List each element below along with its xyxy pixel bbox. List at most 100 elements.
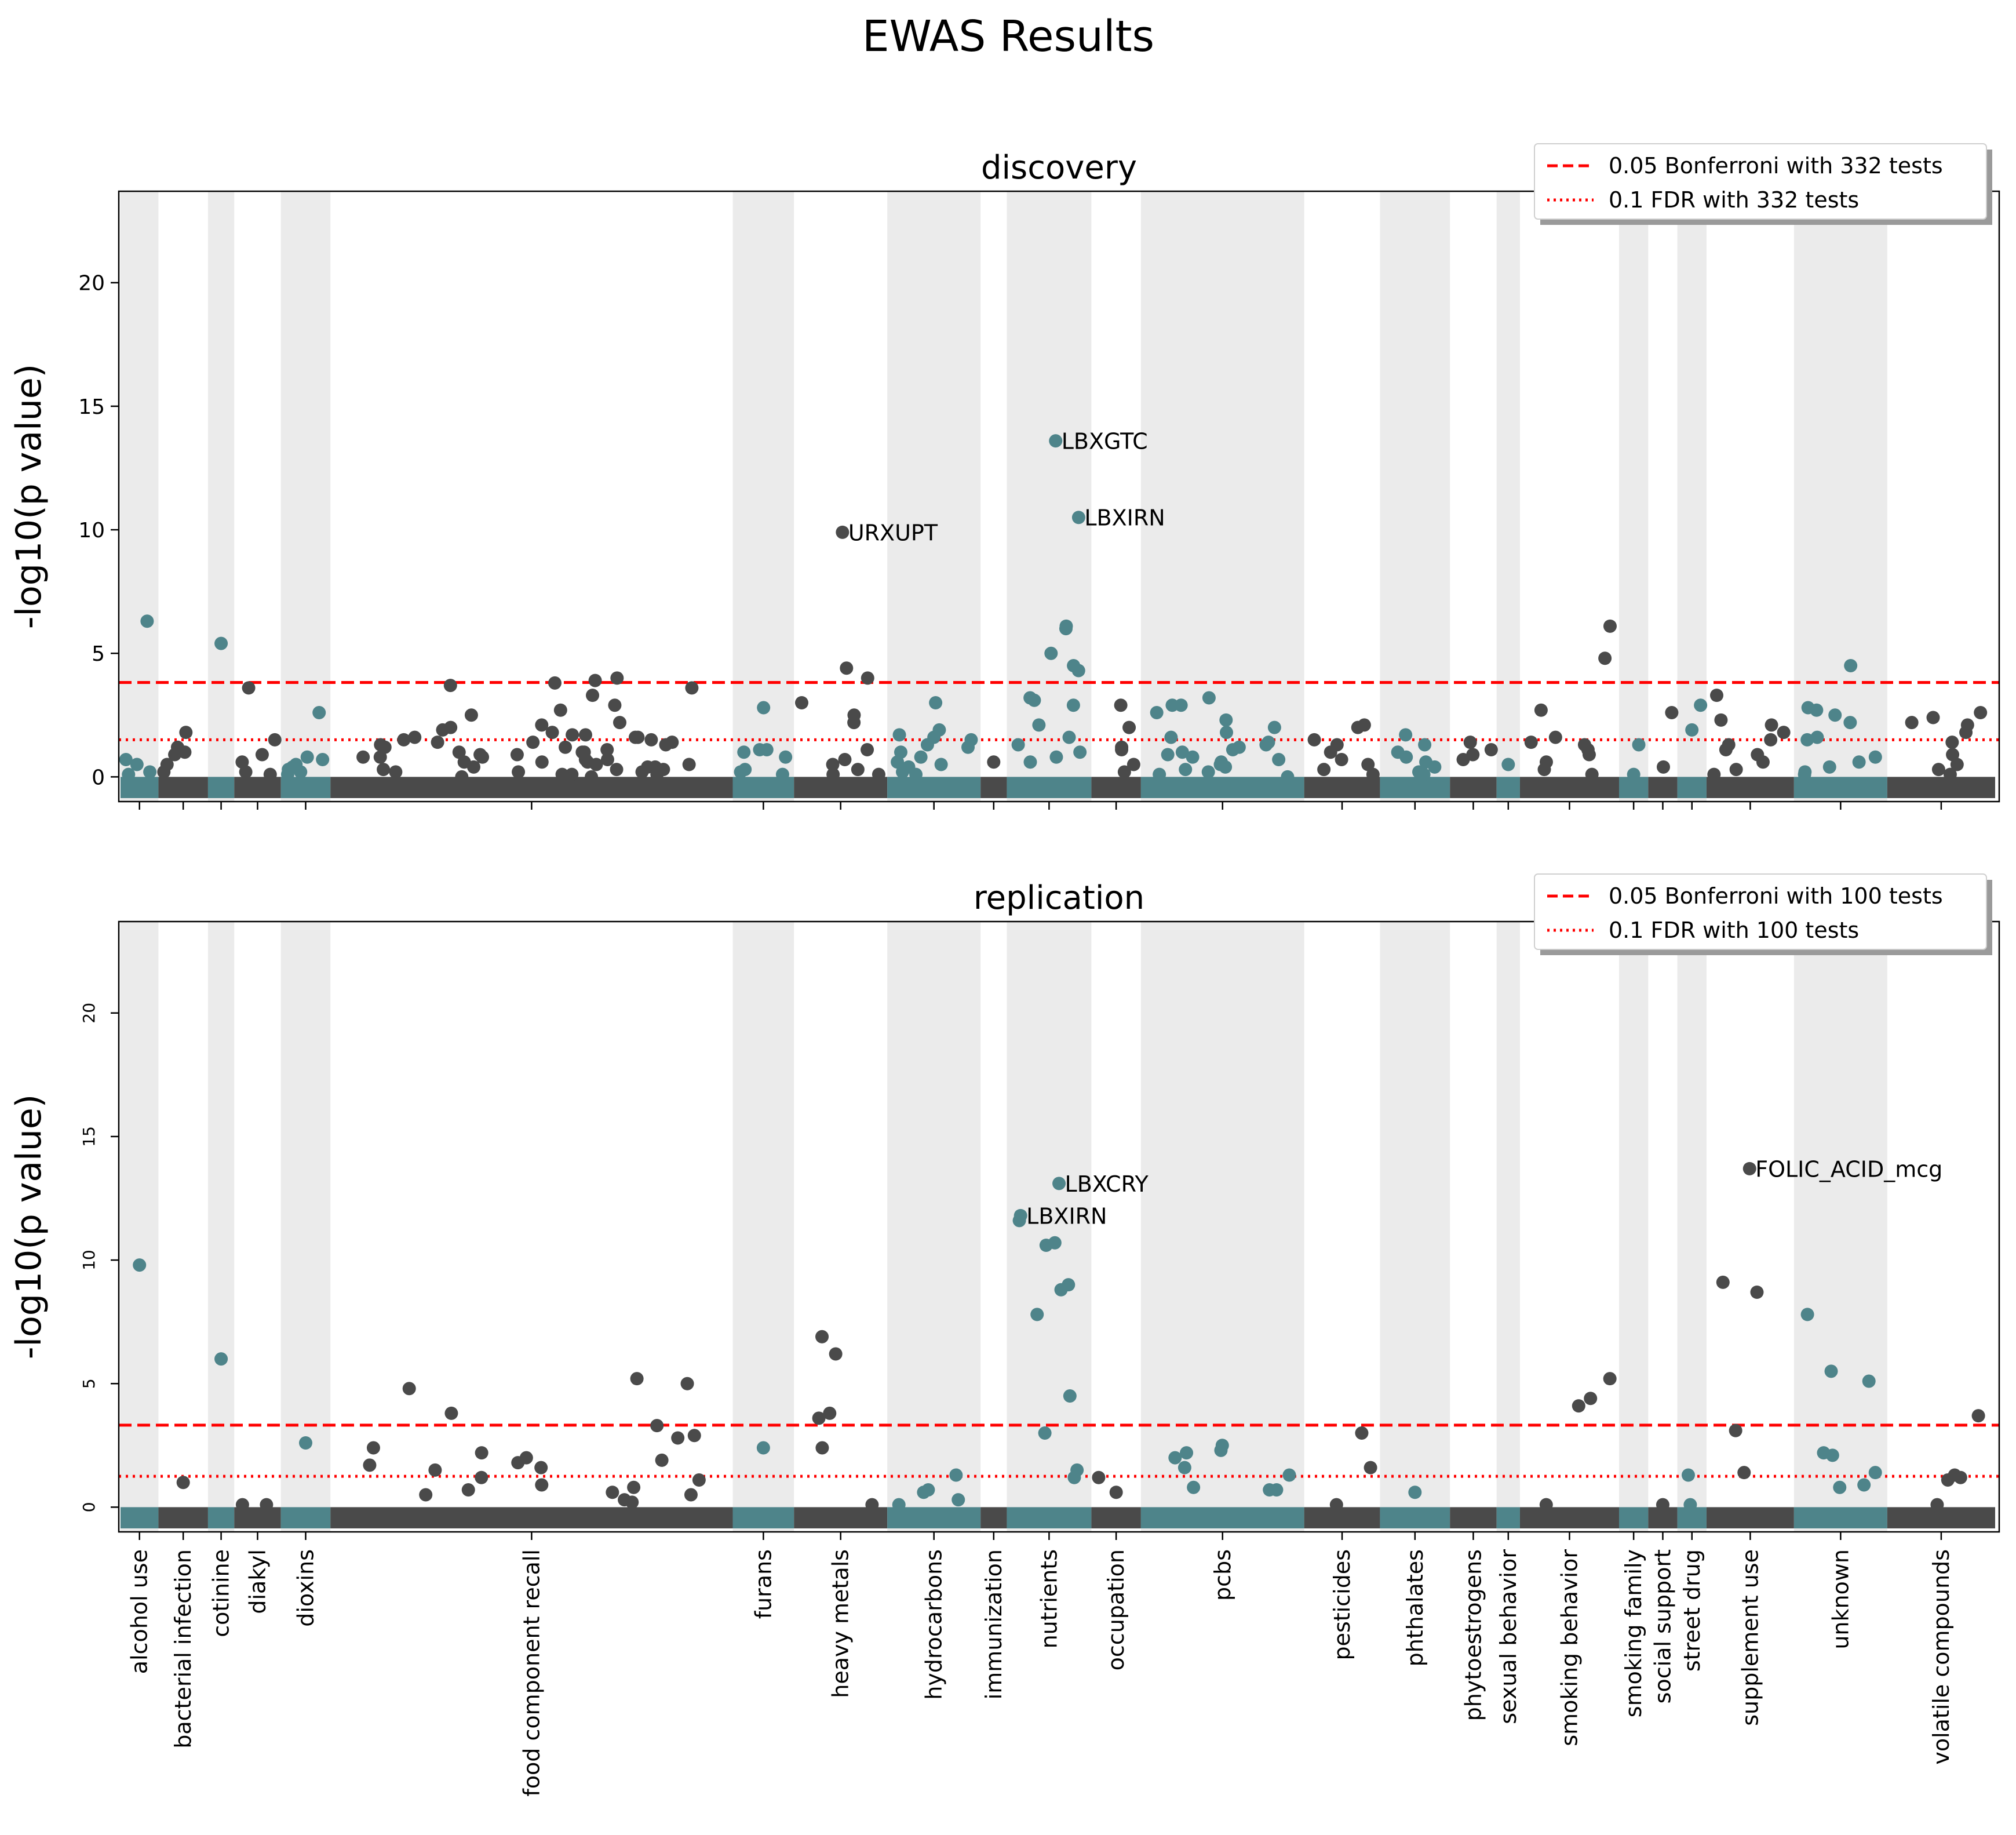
- discovery-category-bar-supplement-use: [1706, 777, 1794, 798]
- discovery-point-phthalates: [1399, 750, 1413, 764]
- discovery-point-pcbs: [1150, 706, 1164, 720]
- discovery-point-diakyl: [263, 767, 277, 781]
- discovery-band-hydrocarbons: [887, 191, 981, 802]
- replication-point-furans: [756, 1441, 770, 1455]
- discovery-point-volatile-compounds: [1945, 736, 1959, 749]
- discovery-point-phytoestrogens: [1463, 736, 1477, 749]
- category-label-hydrocarbons: hydrocarbons: [921, 1549, 947, 1700]
- discovery-point-bacterial-infection: [157, 765, 171, 779]
- discovery-point-pcbs: [1220, 726, 1234, 740]
- replication-point-food-component-recall: [402, 1382, 416, 1396]
- discovery-annotation-lbxirn: LBXIRN: [1084, 505, 1165, 531]
- category-label-social-support: social support: [1650, 1549, 1675, 1703]
- replication-category-bar-bacterial-infection: [158, 1507, 208, 1528]
- replication-band-phthalates: [1380, 922, 1450, 1532]
- replication-annotation-folic-acid-mcg: FOLIC_ACID_mcg: [1755, 1156, 1942, 1182]
- discovery-category-bar-food-component-recall: [330, 777, 733, 798]
- replication-annotation-lbxcry: LBXCRY: [1065, 1171, 1149, 1197]
- category-label-phthalates: phthalates: [1402, 1549, 1428, 1666]
- discovery-point-nutrients: [1071, 511, 1085, 525]
- replication-point-heavy-metals: [865, 1498, 879, 1512]
- replication-category-bar-phytoestrogens: [1450, 1507, 1497, 1528]
- discovery-y-tick-label-10: 10: [78, 519, 105, 543]
- replication-point-volatile-compounds: [1930, 1498, 1944, 1512]
- discovery-category-bar-bacterial-infection: [158, 777, 208, 798]
- replication-point-volatile-compounds: [1941, 1473, 1955, 1487]
- discovery-point-volatile-compounds: [1926, 711, 1940, 724]
- discovery-category-bar-pcbs: [1140, 777, 1304, 798]
- discovery-point-heavy-metals: [836, 525, 850, 539]
- category-label-supplement-use: supplement use: [1737, 1549, 1763, 1726]
- discovery-point-phthalates: [1428, 760, 1442, 774]
- replication-category-bar-alcohol-use: [121, 1507, 159, 1528]
- discovery-point-diakyl: [255, 748, 269, 762]
- replication-point-unknown: [1824, 1364, 1838, 1378]
- discovery-category-bar-volatile-compounds: [1887, 777, 1995, 798]
- discovery-point-supplement-use: [1710, 689, 1724, 702]
- discovery-point-dioxins: [280, 767, 294, 781]
- replication-point-volatile-compounds: [1953, 1470, 1967, 1484]
- replication-point-unknown: [1868, 1466, 1882, 1480]
- replication-y-tick-label-20: 20: [79, 1003, 99, 1024]
- discovery-point-occupation: [1122, 720, 1136, 734]
- discovery-point-street-drug: [1694, 698, 1708, 712]
- replication-category-bar-cotinine: [207, 1507, 235, 1528]
- replication-point-alcohol-use: [133, 1258, 147, 1272]
- replication-point-nutrients: [1067, 1470, 1081, 1484]
- replication-point-smoking-behavior: [1539, 1498, 1553, 1512]
- replication-legend-bonferroni: 0.05 Bonferroni with 100 tests: [1609, 883, 1943, 909]
- replication-y-tick-label-0: 0: [79, 1502, 99, 1512]
- category-label-smoking-family: smoking family: [1621, 1549, 1646, 1717]
- discovery-category-bar-phytoestrogens: [1450, 777, 1497, 798]
- discovery-point-pcbs: [1201, 765, 1215, 779]
- discovery-point-immunization: [987, 755, 1001, 769]
- discovery-point-food-component-recall: [650, 767, 664, 781]
- discovery-point-nutrients: [1066, 698, 1080, 712]
- discovery-point-alcohol-use: [122, 767, 136, 781]
- replication-category-bar-sexual-behavior: [1496, 1507, 1520, 1528]
- replication-point-food-component-recall: [650, 1419, 664, 1433]
- discovery-point-nutrients: [1049, 750, 1063, 764]
- discovery-point-heavy-metals: [861, 671, 874, 685]
- replication-point-hydrocarbons: [952, 1493, 965, 1507]
- replication-point-nutrients: [1063, 1389, 1077, 1403]
- discovery-point-food-component-recall: [356, 750, 370, 764]
- replication-band-sexual-behavior: [1496, 922, 1520, 1532]
- replication-point-food-component-recall: [680, 1377, 694, 1390]
- discovery-point-hydrocarbons: [891, 755, 905, 769]
- discovery-annotation-lbxgtc: LBXGTC: [1062, 429, 1148, 454]
- discovery-point-food-component-recall: [553, 703, 567, 717]
- replication-point-pcbs: [1187, 1480, 1201, 1494]
- discovery-point-unknown: [1844, 659, 1858, 673]
- discovery-point-food-component-recall: [457, 755, 471, 769]
- discovery-band-cotinine: [207, 191, 235, 802]
- category-label-street-drug: street drug: [1679, 1549, 1705, 1672]
- category-label-pesticides: pesticides: [1329, 1549, 1355, 1661]
- discovery-point-heavy-metals: [851, 763, 865, 777]
- discovery-point-pcbs: [1161, 748, 1175, 762]
- replication-point-food-component-recall: [419, 1488, 433, 1502]
- discovery-point-heavy-metals: [838, 753, 852, 767]
- discovery-point-phytoestrogens: [1484, 742, 1498, 756]
- replication-y-tick-label-15: 15: [79, 1126, 99, 1147]
- category-label-diakyl: diakyl: [245, 1549, 270, 1614]
- discovery-point-alcohol-use: [130, 758, 144, 771]
- discovery-point-unknown: [1852, 755, 1866, 769]
- discovery-point-food-component-recall: [585, 770, 599, 784]
- discovery-point-smoking-behavior: [1534, 703, 1548, 717]
- replication-category-bar-volatile-compounds: [1887, 1507, 1995, 1528]
- discovery-point-food-component-recall: [589, 758, 603, 771]
- replication-point-street-drug: [1683, 1498, 1697, 1512]
- replication-point-food-component-recall: [606, 1486, 619, 1499]
- discovery-point-pesticides: [1317, 763, 1331, 777]
- discovery-band-furans: [732, 191, 794, 802]
- replication-point-food-component-recall: [444, 1406, 458, 1420]
- discovery-point-occupation: [1115, 742, 1129, 756]
- discovery-point-volatile-compounds: [1959, 726, 1973, 740]
- discovery-point-smoking-family: [1627, 767, 1640, 781]
- discovery-point-pcbs: [1259, 738, 1273, 752]
- discovery-point-unknown: [1822, 760, 1836, 774]
- discovery-point-heavy-metals: [861, 742, 874, 756]
- discovery-point-pesticides: [1324, 745, 1337, 759]
- discovery-point-hydrocarbons: [961, 740, 975, 754]
